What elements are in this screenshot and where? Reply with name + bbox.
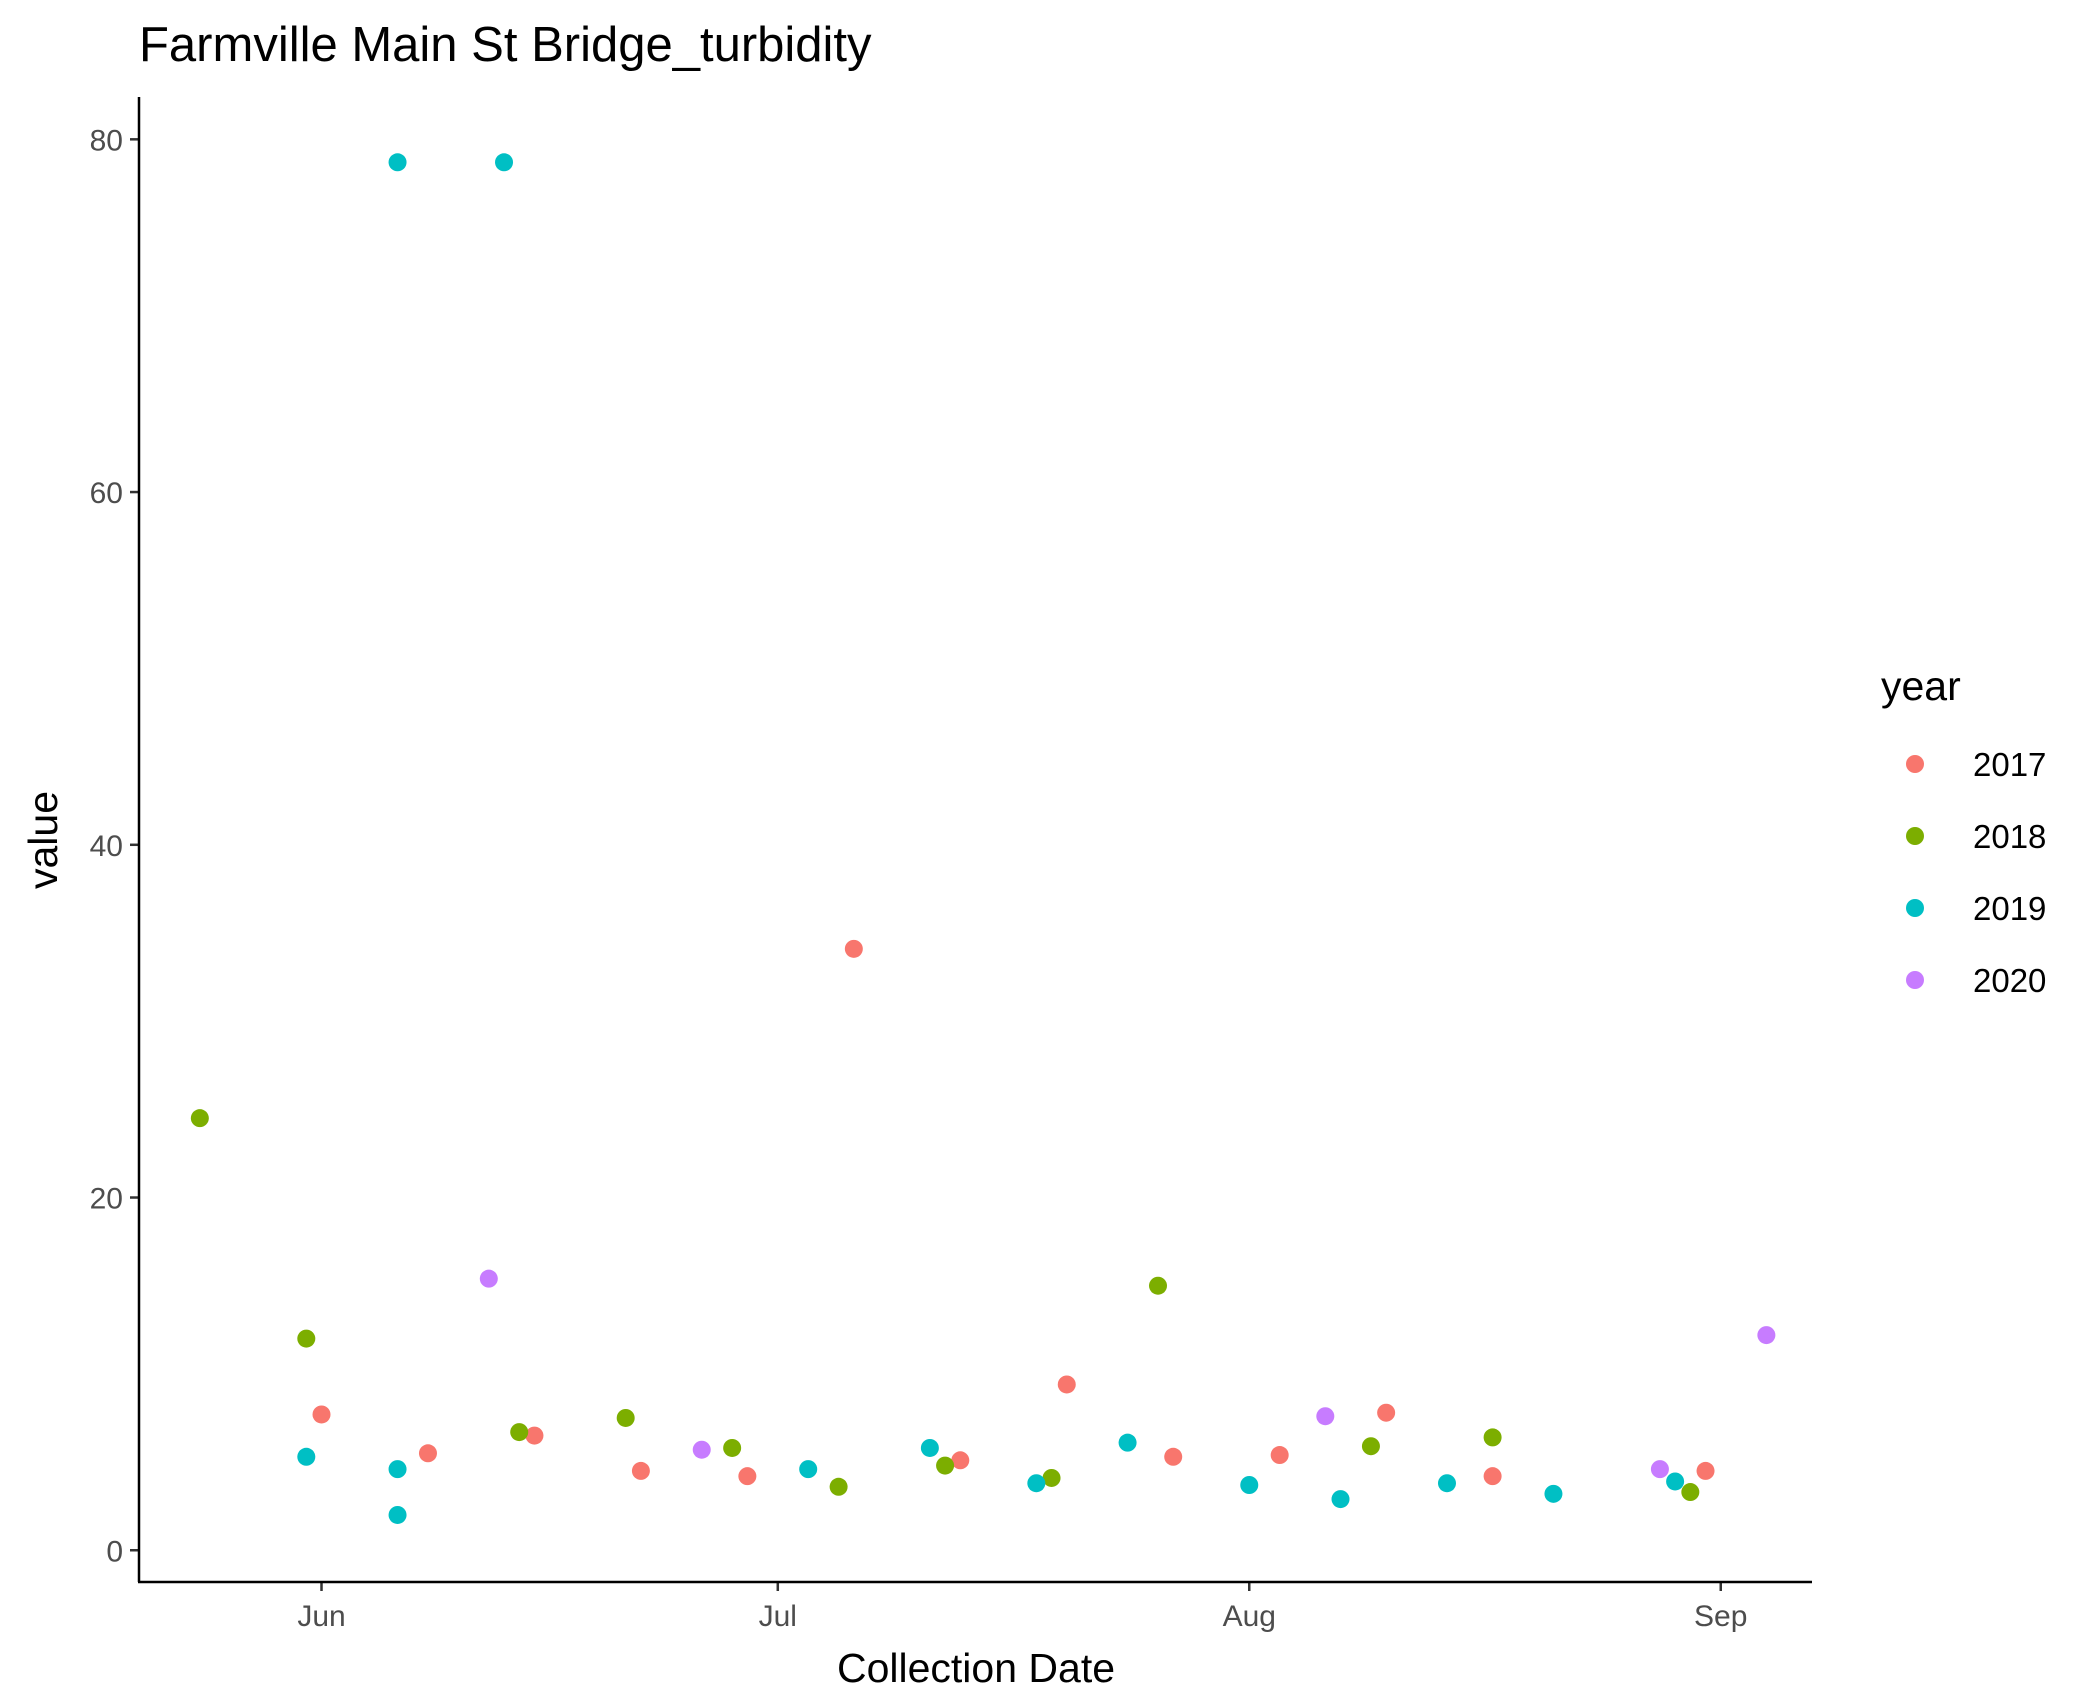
- data-point-2019: [495, 153, 514, 172]
- y-axis-title: value: [20, 791, 66, 889]
- x-tick-label: Jun: [297, 1600, 345, 1633]
- data-point-2019: [388, 153, 407, 172]
- y-tick-label: 0: [106, 1535, 123, 1568]
- y-tick-label: 80: [90, 124, 123, 157]
- data-point-2019: [388, 1460, 407, 1479]
- data-point-2017: [844, 939, 863, 958]
- y-tick-label: 40: [90, 830, 123, 863]
- data-point-2017: [1696, 1461, 1715, 1480]
- data-point-2017: [418, 1444, 437, 1463]
- legend-key-2019: [1906, 899, 1924, 917]
- data-point-2017: [312, 1405, 331, 1424]
- data-point-2018: [190, 1109, 209, 1128]
- data-point-2018: [723, 1438, 742, 1457]
- data-point-2019: [1544, 1484, 1563, 1503]
- data-point-2017: [1377, 1403, 1396, 1422]
- data-point-2019: [297, 1447, 316, 1466]
- data-point-2018: [1361, 1437, 1380, 1456]
- legend-key-2017: [1906, 755, 1924, 773]
- x-tick-label: Aug: [1223, 1600, 1276, 1633]
- data-point-2017: [631, 1461, 650, 1480]
- data-point-2017: [951, 1451, 970, 1470]
- x-axis-title: Collection Date: [837, 1645, 1115, 1691]
- data-point-2019: [1027, 1474, 1046, 1493]
- data-point-2017: [1164, 1447, 1183, 1466]
- chart-title: Farmville Main St Bridge_turbidity: [139, 18, 872, 72]
- legend-label-2020: 2020: [1973, 962, 2046, 999]
- data-point-2017: [738, 1467, 757, 1486]
- data-point-2019: [1437, 1474, 1456, 1493]
- y-axis-ticks: 0 20 40 60 80: [90, 124, 139, 1568]
- data-point-2018: [297, 1329, 316, 1348]
- data-point-2019: [1666, 1472, 1685, 1491]
- data-point-2019: [1240, 1475, 1259, 1494]
- data-point-2018: [1483, 1428, 1502, 1447]
- legend-items: 2017 2018 2019 2020: [1906, 746, 2046, 999]
- data-point-2020: [1757, 1326, 1776, 1345]
- data-point-2020: [1316, 1407, 1335, 1426]
- data-point-2018: [1681, 1483, 1700, 1502]
- legend-label-2018: 2018: [1973, 818, 2046, 855]
- data-point-2017: [1483, 1467, 1502, 1486]
- data-point-2017: [1057, 1375, 1076, 1394]
- data-point-2018: [1042, 1468, 1061, 1487]
- data-points: [190, 153, 1776, 1524]
- data-point-2019: [1331, 1490, 1350, 1509]
- data-point-2018: [616, 1408, 635, 1427]
- data-point-2020: [479, 1269, 498, 1288]
- data-point-2020: [692, 1440, 711, 1459]
- legend-key-2018: [1906, 827, 1924, 845]
- legend-title: year: [1881, 663, 1961, 709]
- x-tick-label: Sep: [1694, 1600, 1747, 1633]
- y-tick-label: 60: [90, 477, 123, 510]
- data-point-2019: [388, 1505, 407, 1524]
- data-point-2020: [1650, 1460, 1669, 1479]
- data-point-2018: [936, 1456, 955, 1475]
- data-point-2019: [920, 1438, 939, 1457]
- data-point-2017: [1270, 1446, 1289, 1465]
- y-tick-label: 20: [90, 1183, 123, 1216]
- data-point-2018: [829, 1477, 848, 1496]
- legend-label-2017: 2017: [1973, 746, 2046, 783]
- legend-key-2020: [1906, 971, 1924, 989]
- legend-label-2019: 2019: [1973, 890, 2046, 927]
- x-tick-label: Jul: [759, 1600, 797, 1633]
- x-axis-ticks: Jun Jul Aug Sep: [297, 1582, 1747, 1633]
- data-point-2017: [525, 1426, 544, 1445]
- data-point-2018: [510, 1423, 529, 1442]
- data-point-2018: [1149, 1276, 1168, 1295]
- legend: year 2017 2018 2019 2020: [1881, 663, 2046, 999]
- data-point-2019: [799, 1460, 818, 1479]
- data-point-2019: [1118, 1433, 1137, 1452]
